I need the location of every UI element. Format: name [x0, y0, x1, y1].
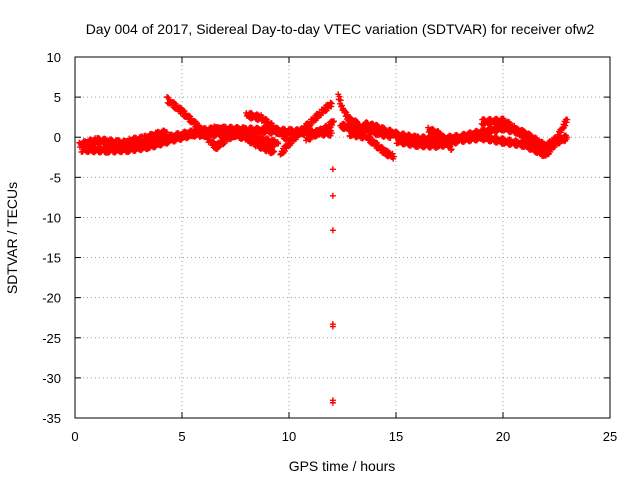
y-tick-label: 5	[54, 90, 61, 105]
data-point	[374, 121, 381, 128]
x-tick-label: 15	[389, 429, 403, 444]
data-point	[184, 135, 191, 142]
data-point	[164, 140, 171, 147]
data-point	[535, 138, 542, 145]
x-tick-label: 20	[496, 429, 510, 444]
data-point	[326, 125, 333, 132]
data-point	[347, 114, 354, 121]
x-tick-label: 5	[178, 429, 185, 444]
data-point	[337, 97, 344, 104]
data-point	[328, 100, 335, 107]
data-point	[564, 134, 571, 141]
outlier-point	[329, 323, 336, 330]
data-point	[352, 117, 359, 124]
data-point	[271, 148, 278, 155]
axis-ticks: 0 5 10 15 20 25 10 5 0 -5 -10 -15 -20 -25 -30 -35	[42, 50, 617, 444]
data-point	[328, 130, 335, 137]
data-point	[220, 141, 227, 148]
x-tick-label: 10	[282, 429, 296, 444]
y-tick-label: -10	[42, 210, 61, 225]
data-point	[562, 122, 569, 129]
y-tick-label: 0	[54, 130, 61, 145]
data-point	[164, 129, 171, 136]
data-point	[448, 146, 455, 153]
data-point	[493, 134, 500, 141]
y-tick-label: -15	[42, 251, 61, 266]
y-tick-label: -25	[42, 331, 61, 346]
outlier-point	[329, 399, 336, 406]
data-point	[564, 116, 571, 123]
data-point	[336, 93, 343, 100]
data-point	[316, 131, 323, 138]
data-point	[513, 137, 520, 144]
data-point	[390, 153, 397, 160]
y-tick-label: -35	[42, 411, 61, 426]
data-point	[407, 137, 414, 144]
data-point	[141, 138, 148, 145]
data-point	[342, 108, 349, 115]
data-point	[275, 140, 282, 147]
y-tick-label: -5	[49, 170, 61, 185]
data-point	[444, 137, 451, 144]
data-point	[257, 140, 264, 147]
data-point	[330, 118, 337, 125]
x-tick-label: 0	[71, 429, 78, 444]
data-point	[302, 126, 309, 133]
y-tick-label: 10	[47, 50, 61, 65]
data-point	[138, 146, 145, 153]
data-points	[76, 91, 571, 406]
data-point	[393, 128, 400, 135]
y-tick-label: -30	[42, 371, 61, 386]
outlier-point	[329, 166, 336, 173]
outlier-point	[329, 227, 336, 234]
plot-frame	[74, 56, 611, 419]
x-axis-label: GPS time / hours	[289, 458, 396, 474]
outlier-point	[329, 192, 336, 199]
x-tick-label: 25	[603, 429, 617, 444]
data-point	[267, 144, 274, 151]
data-point	[322, 128, 329, 135]
chart-title: Day 004 of 2017, Sidereal Day-to-day VTE…	[86, 21, 595, 37]
y-axis-label: SDTVAR / TECUs	[4, 182, 20, 294]
data-point	[541, 141, 548, 148]
y-tick-label: -20	[42, 291, 61, 306]
data-point	[542, 144, 549, 151]
